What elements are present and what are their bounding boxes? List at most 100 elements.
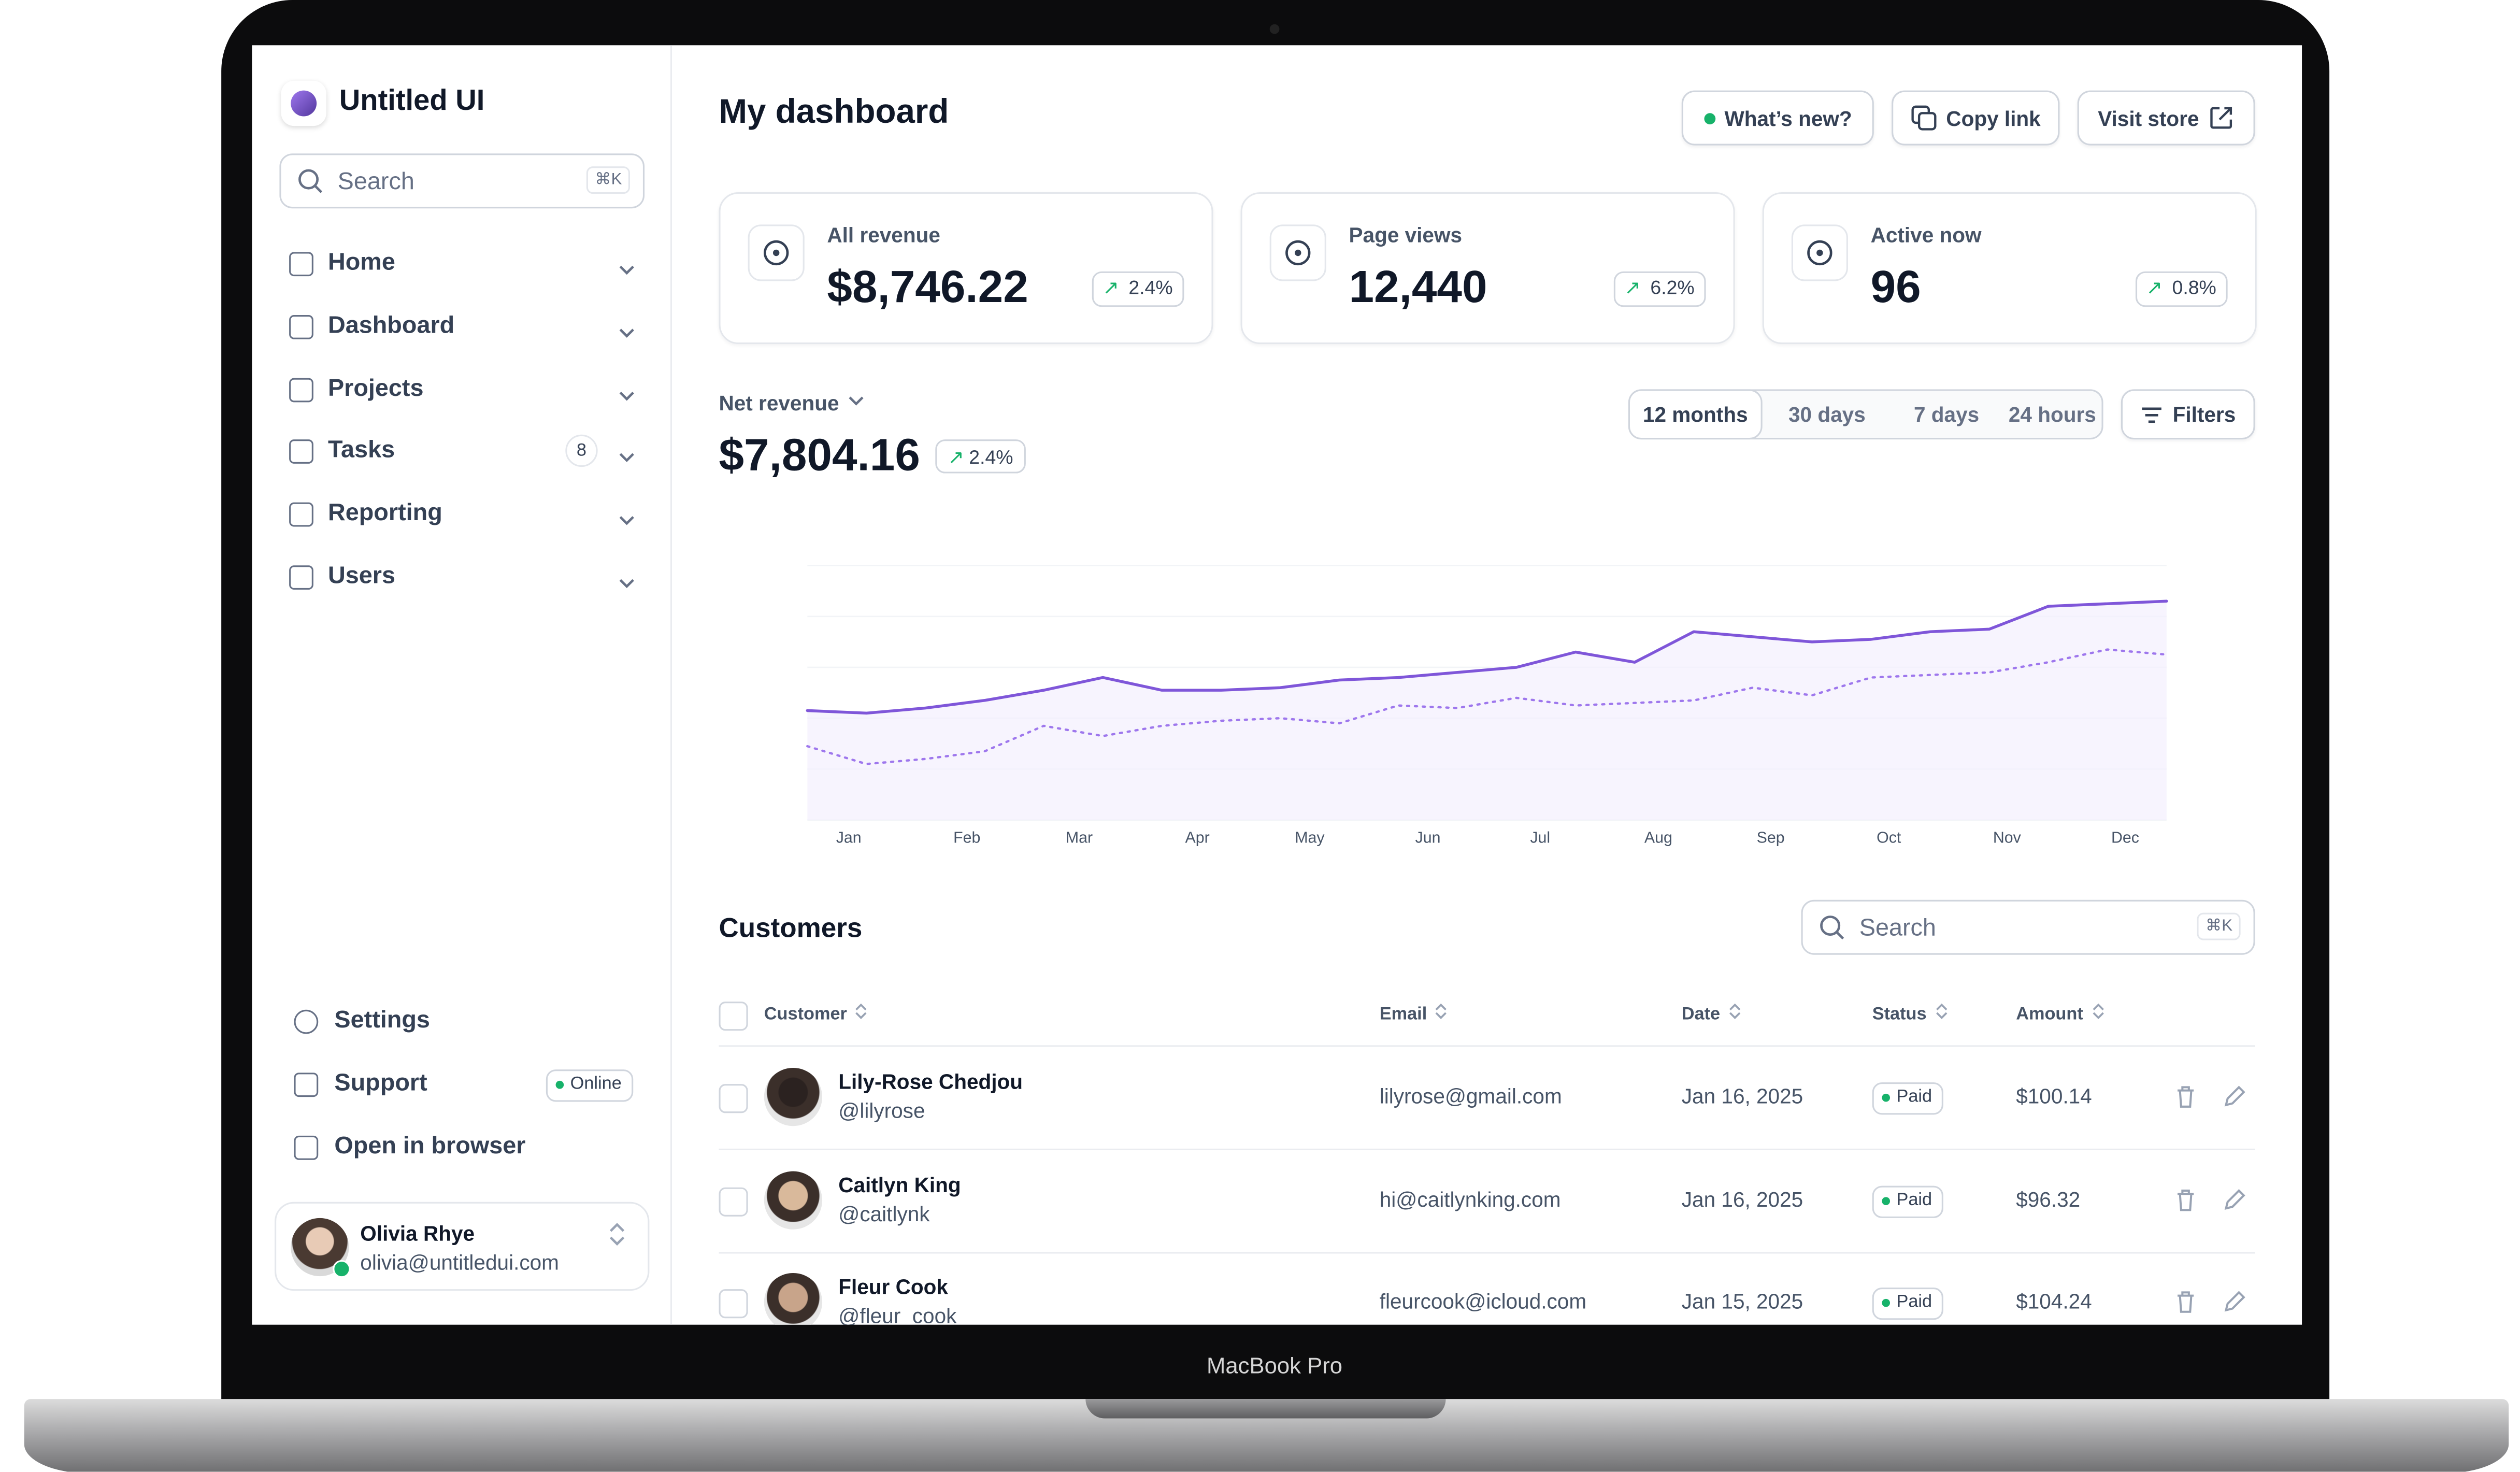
row-checkbox[interactable] (719, 1289, 748, 1319)
search-icon (298, 169, 323, 193)
nav-icon (294, 1135, 319, 1160)
user-email: olivia@untitledui.com (360, 1250, 559, 1275)
x-tick-label: Nov (1993, 830, 2022, 847)
user-name: Olivia Rhye (360, 1221, 475, 1246)
status-badge: Paid (1872, 1082, 1943, 1115)
x-tick-label: Sep (1757, 830, 1785, 847)
range-option[interactable]: 12 months (1628, 389, 1763, 440)
sort-icon (1720, 1003, 1743, 1024)
filter-icon (2142, 406, 2161, 422)
column-header[interactable]: Date (1682, 1003, 1743, 1024)
customer-handle: @lilyrose (838, 1098, 925, 1123)
date: Jan 16, 2025 (1681, 1084, 1803, 1108)
nav-item[interactable] (275, 995, 649, 1047)
x-tick-label: Jun (1415, 830, 1441, 847)
chevron (617, 508, 636, 526)
camera (1269, 24, 1280, 34)
column-header[interactable]: Email (1380, 1003, 1450, 1024)
x-tick-label: Dec (2111, 830, 2139, 847)
device-label: MacBook Pro (1207, 1352, 1343, 1378)
range-option[interactable]: 30 days (1788, 402, 1866, 427)
column-header[interactable]: Amount (2016, 1003, 2106, 1024)
series-line (806, 648, 2168, 765)
stat-label: All revenue (827, 223, 940, 248)
x-tick-label: Jul (1530, 830, 1550, 847)
search-placeholder: Search (1859, 914, 1936, 942)
column-header[interactable]: Status (1872, 1003, 1949, 1024)
delete-button[interactable] (2173, 1289, 2199, 1315)
sort-icon (1927, 1003, 1950, 1024)
range-option[interactable]: 24 hours (2008, 402, 2096, 427)
series-line (806, 599, 2168, 715)
status-dot (1882, 1196, 1891, 1205)
nav-label: Open in browser (334, 1132, 526, 1160)
area (807, 601, 2167, 820)
search-icon (1820, 916, 1844, 940)
copy-link-button[interactable]: Copy link (1892, 90, 2060, 146)
email: hi@caitlynking.com (1379, 1187, 1561, 1211)
chevron (617, 570, 636, 589)
sidebar-search[interactable]: Search ⌘K (279, 153, 645, 209)
status-dot (1703, 112, 1715, 124)
shortcut: ⌘K (586, 166, 631, 194)
arrow: ↗ (1624, 276, 1641, 299)
delete-button[interactable] (2173, 1084, 2199, 1110)
header-checkbox[interactable] (719, 1002, 748, 1031)
status-dot (1882, 1298, 1891, 1307)
screen: Untitled UI Search ⌘K Olivia Rhye olivia… (252, 45, 2302, 1325)
copy-icon (1911, 105, 1936, 131)
stat-card: Page views 12,440 6.2% ↗ (1240, 192, 1735, 345)
customer-name: Caitlyn King (838, 1172, 961, 1196)
nav-label: Home (327, 249, 395, 277)
nav-label: Support (334, 1069, 427, 1097)
edit-button[interactable] (2221, 1084, 2247, 1110)
visit-store-button[interactable]: Visit store (2077, 90, 2255, 146)
nav-label: Reporting (327, 499, 442, 527)
x-tick-label: Apr (1185, 830, 1210, 847)
chevron (617, 382, 636, 401)
nav-label: Dashboard (327, 311, 455, 339)
amount: $104.24 (2016, 1289, 2092, 1313)
net-revenue-label[interactable]: Net revenue (719, 391, 867, 415)
sort-icon (1427, 1003, 1450, 1024)
row-checkbox[interactable] (719, 1187, 748, 1216)
button-label: Copy link (1946, 106, 2041, 130)
column-header[interactable]: Customer (764, 1003, 870, 1024)
user-card[interactable]: Olivia Rhye olivia@untitledui.com (275, 1202, 650, 1291)
nav-icon (294, 1009, 319, 1034)
row-checkbox[interactable] (719, 1084, 748, 1113)
status-dot (1882, 1093, 1891, 1102)
status-badge: Paid (1872, 1288, 1943, 1320)
edit-button[interactable] (2221, 1187, 2247, 1212)
stat-value: $8,746.22 (827, 262, 1028, 312)
button-label: What’s new? (1724, 106, 1852, 130)
whats-new-button[interactable]: What’s new? (1681, 90, 1874, 146)
nav-icon (294, 1073, 319, 1097)
nav-icon (289, 440, 313, 465)
x-tick-label: Feb (953, 830, 980, 847)
chevron (849, 396, 864, 406)
change-badge: 2.4% ↗ (1091, 271, 1184, 307)
customer-handle: @fleur_cook (838, 1304, 957, 1325)
nav-label: Settings (334, 1006, 430, 1034)
nav-icon (289, 565, 313, 590)
filters-button[interactable]: Filters (2121, 389, 2255, 440)
status-dot (555, 1080, 564, 1089)
change-badge: 6.2% ↗ (1613, 271, 1706, 307)
base-notch (1085, 1399, 1446, 1419)
customer-handle: @caitlynk (838, 1201, 930, 1225)
avatar (764, 1067, 823, 1126)
stat-label: Active now (1870, 223, 1982, 248)
customers-title: Customers (719, 912, 863, 944)
sidebar (252, 45, 672, 1325)
sort-icon (2083, 1003, 2106, 1024)
stat-icon (748, 224, 805, 281)
row-rule (719, 1148, 2255, 1150)
edit-button[interactable] (2221, 1289, 2247, 1315)
range-option[interactable]: 7 days (1913, 402, 1980, 427)
status-badge: Paid (1872, 1185, 1943, 1218)
delete-button[interactable] (2173, 1187, 2199, 1212)
customers-search[interactable]: Search ⌘K (1801, 899, 2255, 955)
arrow: ↗ (2146, 276, 2163, 299)
